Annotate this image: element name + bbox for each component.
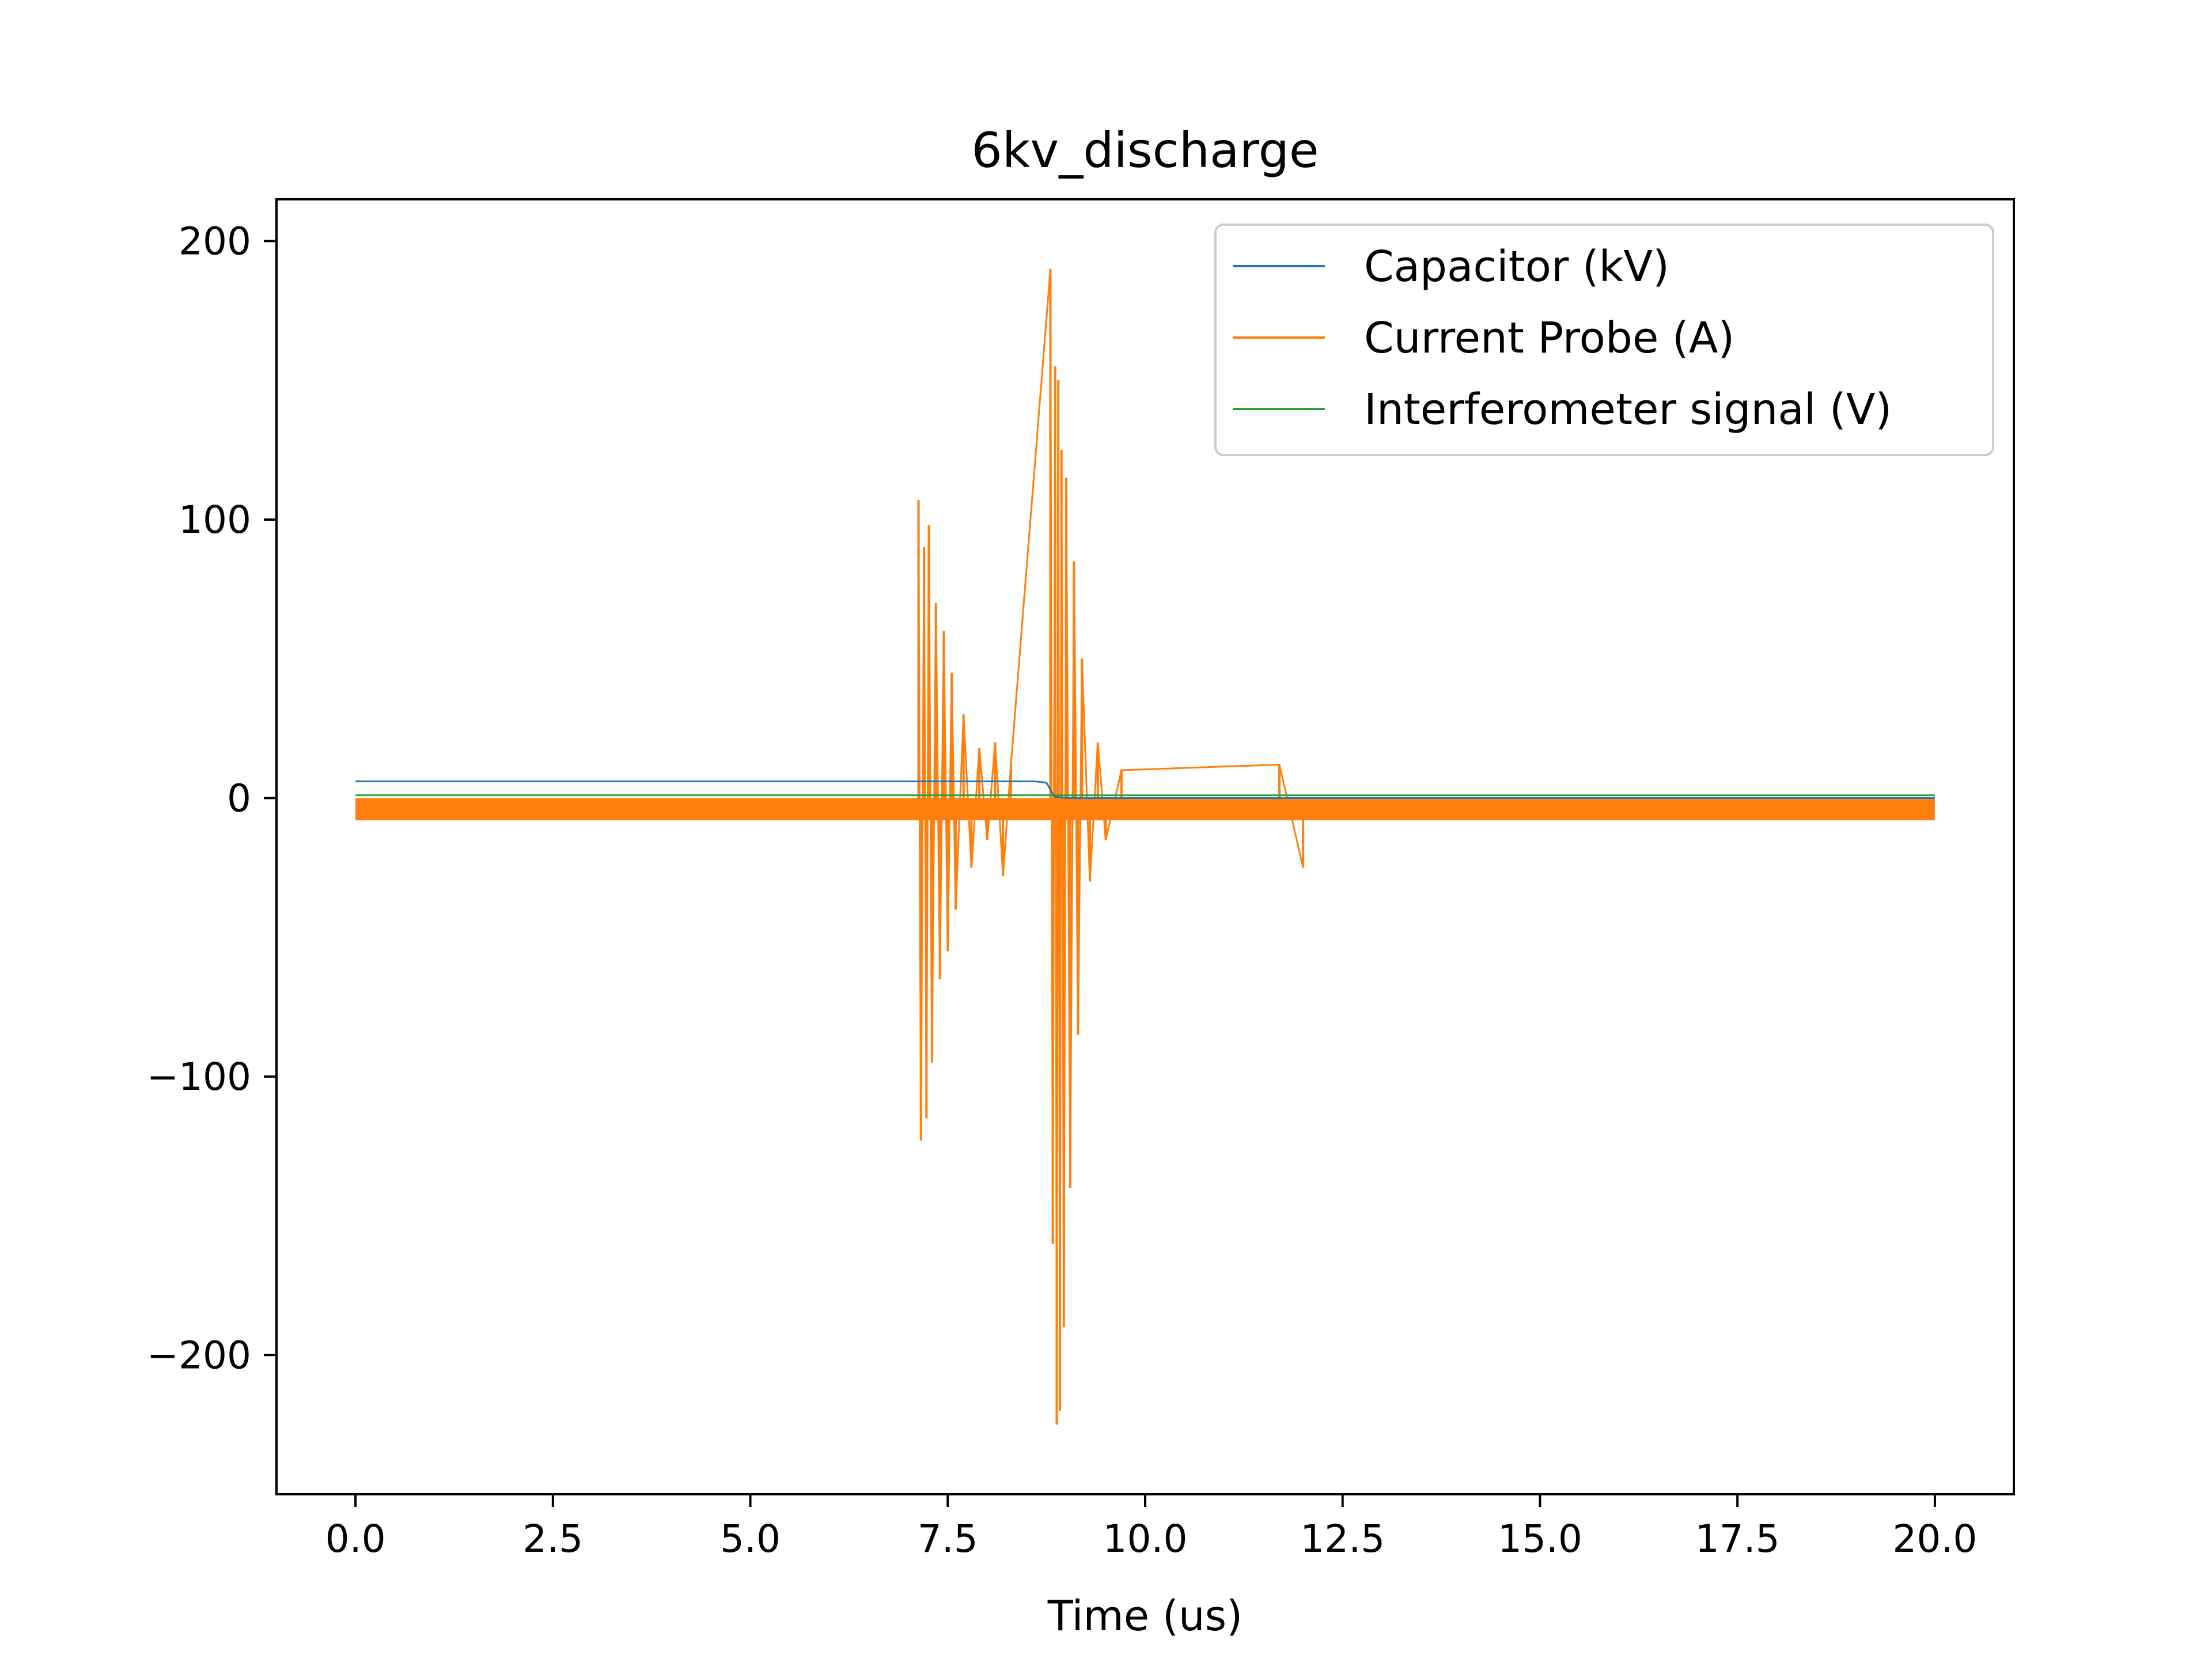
- y-axis: −200 −100 0 100 200: [147, 219, 276, 1377]
- legend-entries: Capacitor (kV) Current Probe (A) Interfero…: [1233, 242, 1892, 434]
- x-tick-label: 2.5: [522, 1517, 583, 1561]
- y-tick-label: −200: [147, 1333, 251, 1377]
- legend-label: Current Probe (A): [1364, 313, 1734, 363]
- x-tick-label: 5.0: [720, 1517, 781, 1561]
- x-tick-label: 7.5: [918, 1517, 978, 1561]
- plot-content: [355, 268, 1935, 1425]
- x-tick-label: 20.0: [1892, 1517, 1977, 1561]
- current-probe-line: [918, 268, 1304, 1425]
- legend-label: Capacitor (kV): [1364, 242, 1669, 291]
- y-tick-label: 200: [179, 219, 251, 264]
- current-probe-noise-band: [355, 798, 1935, 821]
- legend-label: Interferometer signal (V): [1364, 385, 1892, 434]
- x-tick-label: 0.0: [325, 1517, 386, 1561]
- legend: Capacitor (kV) Current Probe (A) Interfero…: [1214, 224, 1994, 456]
- y-tick-label: 100: [179, 498, 251, 542]
- chart-title: 6kv_discharge: [971, 122, 1319, 179]
- capacitor-line: [355, 780, 1935, 799]
- x-tick-label: 17.5: [1695, 1517, 1780, 1561]
- x-axis-label: Time (us): [1047, 1592, 1243, 1640]
- x-tick-label: 12.5: [1300, 1517, 1385, 1561]
- y-tick-label: −100: [147, 1055, 251, 1099]
- y-tick-label: 0: [227, 776, 251, 820]
- legend-box: [1214, 224, 1994, 456]
- x-tick-label: 10.0: [1103, 1517, 1188, 1561]
- x-axis: 0.0 2.5 5.0 7.5 10.0 12.5 15.0 17.5 20.0: [325, 1494, 1977, 1561]
- x-tick-label: 15.0: [1498, 1517, 1582, 1561]
